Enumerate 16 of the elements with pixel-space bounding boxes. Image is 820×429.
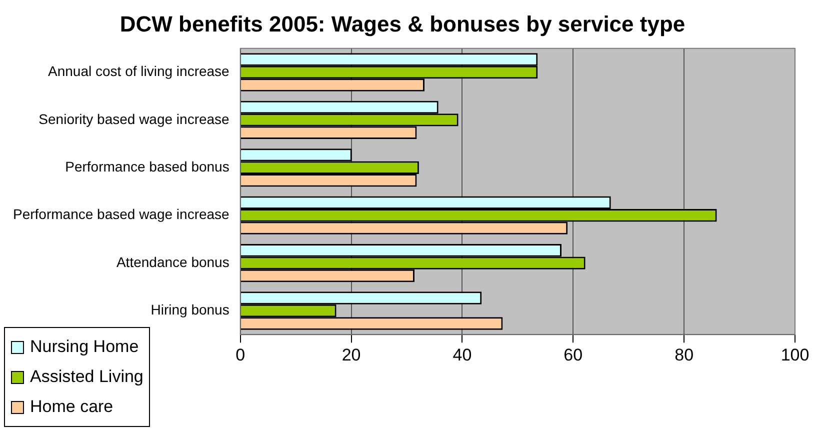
x-tick-label: 0 (236, 345, 246, 364)
x-tick-label: 80 (674, 345, 694, 364)
y-tick-label: Seniority based wage increase (38, 110, 230, 127)
chart-title: DCW benefits 2005: Wages & bonuses by service type (120, 11, 686, 36)
x-tick-label: 100 (780, 345, 810, 364)
y-tick-label: Performance based wage increase (13, 206, 230, 222)
x-tick-label: 60 (564, 345, 583, 364)
y-tick-label: Performance based bonus (65, 158, 230, 175)
y-tick-label: Attendance bonus (116, 254, 230, 270)
legend-label: Home care (30, 397, 114, 417)
y-tick-label: Annual cost of living increase (48, 63, 230, 80)
x-tick-label: 20 (342, 345, 361, 364)
legend-label: Assisted Living (30, 367, 144, 387)
x-tick-label: 40 (452, 345, 472, 364)
y-tick-label: Hiring bonus (150, 302, 230, 318)
legend-label: Nursing Home (30, 337, 139, 357)
